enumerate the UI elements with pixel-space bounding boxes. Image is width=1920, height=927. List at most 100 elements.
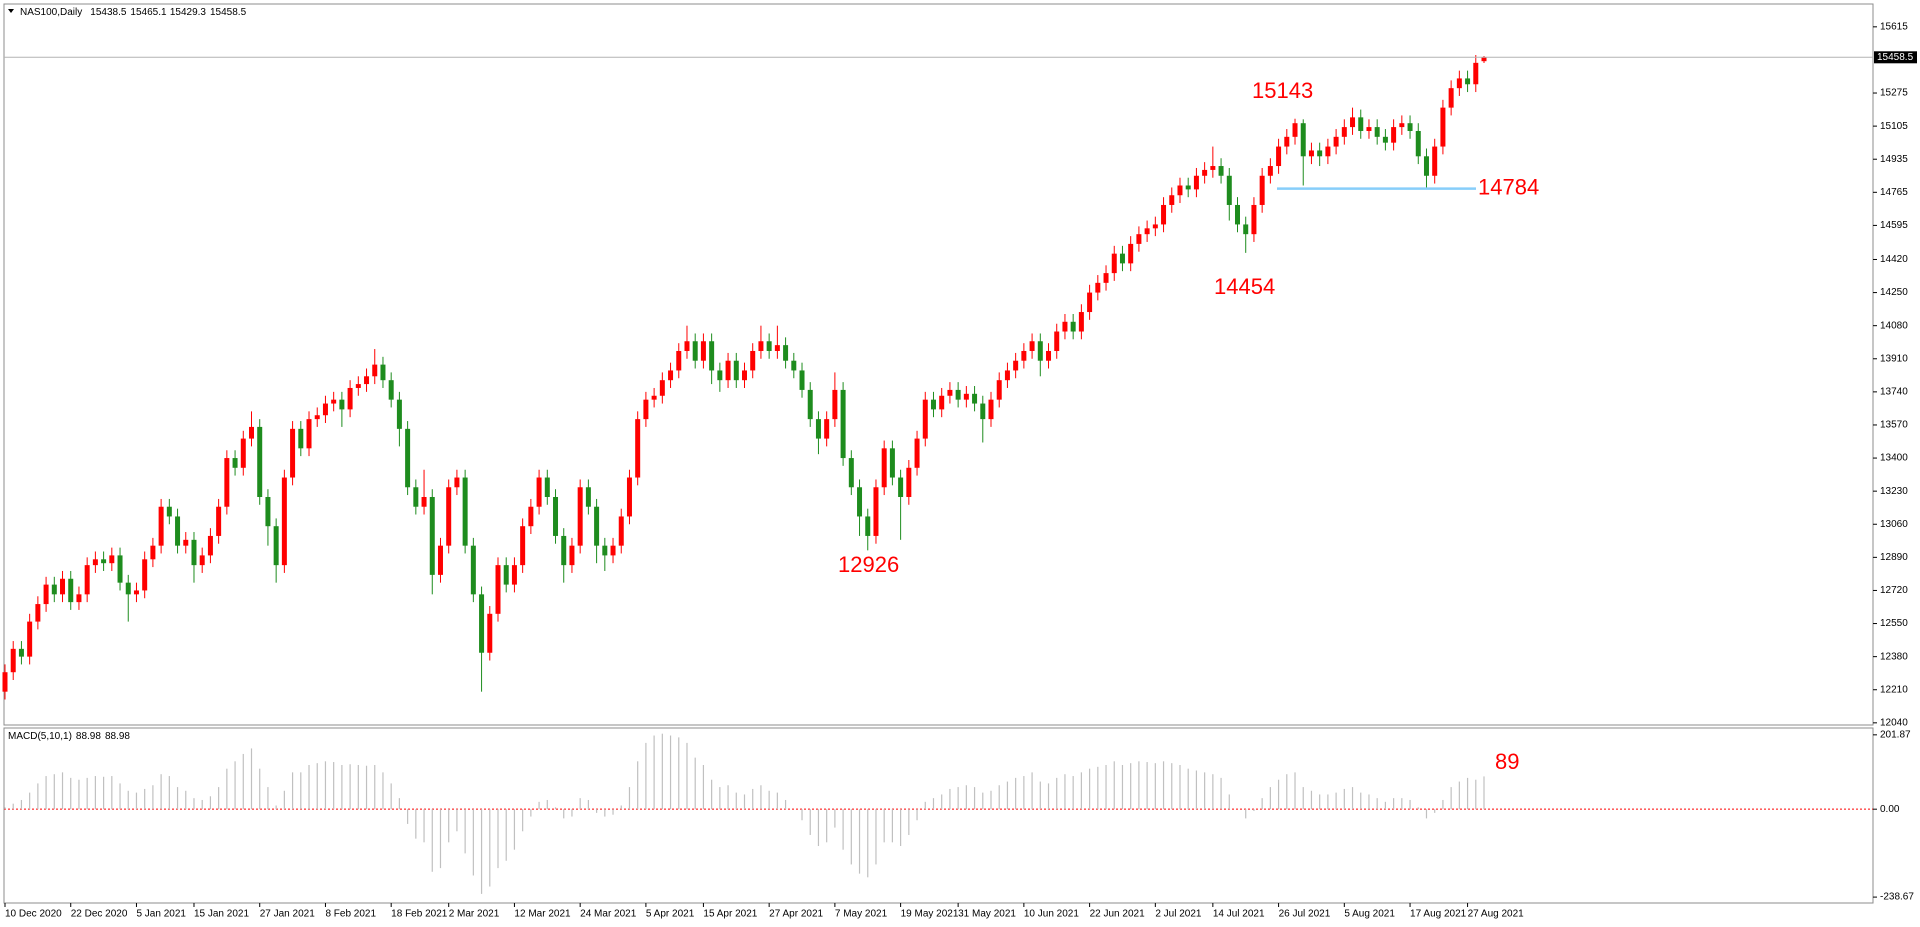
candle-body [306,419,312,449]
candle-body [602,545,608,556]
candle-body [76,594,82,603]
candle-body [429,496,435,575]
candle-body [651,395,657,400]
candle-body [331,399,337,404]
candle-body [503,565,509,585]
candle-body [1119,253,1125,264]
candle-body [1193,175,1199,190]
candle-body [700,341,706,361]
x-tick-label: 5 Aug 2021 [1344,909,1395,920]
candle-body [1341,127,1347,137]
candle-body [1366,127,1372,131]
x-tick-label: 5 Jan 2021 [136,909,186,920]
candle-body [1128,243,1134,264]
candle-body [758,341,764,351]
x-tick-label: 22 Jun 2021 [1090,909,1145,920]
candle-body [1456,78,1462,89]
annotation: 15143 [1252,78,1313,103]
candle-body [142,559,148,591]
x-tick-label: 19 May 2021 [901,909,959,920]
candle-body [865,516,871,536]
y-tick-label: 13740 [1880,387,1908,398]
candle-body [10,648,16,673]
candle-body [594,506,600,546]
price-panel [3,3,1874,726]
x-tick-label: 10 Dec 2020 [5,909,62,920]
candle-body [717,370,723,381]
candle-body [972,393,978,404]
candle-body [955,389,961,400]
y-tick-label: 13230 [1880,486,1908,497]
candle-body [101,559,107,564]
candle-body [1423,156,1429,176]
x-tick-label: 12 Mar 2021 [514,909,571,920]
macd-panel [3,727,1874,904]
candle-body [479,594,485,653]
candle-body [372,364,378,377]
y-tick-label: 12040 [1880,717,1908,728]
candle-body [405,428,411,488]
candle-body [437,545,443,575]
low-value: 15429.3 [170,7,207,18]
candle-body [1407,123,1413,131]
candle-body [265,496,271,527]
candle-body [240,438,246,468]
candle-body [1177,185,1183,196]
candle-body [881,448,887,488]
candle-body [216,506,222,536]
close-value: 15458.5 [210,7,247,18]
candle-body [257,426,263,497]
x-tick-label: 17 Aug 2021 [1410,909,1467,920]
candle-body [68,578,74,603]
candle-body [281,477,287,566]
candle-body [799,370,805,390]
candle-body [668,370,674,381]
candle-body [585,487,591,507]
candle-body [930,399,936,410]
collapse-icon[interactable] [8,9,14,13]
level-label: 14784 [1478,174,1539,199]
candle-body [380,364,386,381]
candle-body [1078,312,1084,332]
candle-body [906,467,912,497]
candle-body [898,477,904,497]
candle-body [1235,204,1240,225]
y-tick-label: 13060 [1880,519,1908,530]
candle-body [1350,117,1356,128]
candle-body [462,477,468,546]
candle-body [1013,360,1019,371]
symbol: NAS100,Daily [20,7,82,18]
x-tick-label: 2 Jul 2021 [1155,909,1202,920]
candle-body [561,535,567,566]
y-tick-label: 12210 [1880,684,1908,695]
candle-body [1136,234,1142,244]
open-value: 15438.5 [90,7,127,18]
candle-body [1267,166,1273,176]
candle-body [791,360,797,371]
y-tick-label: 14595 [1880,220,1908,231]
candle-body [692,341,698,361]
candle-body [314,415,320,420]
candle-body [347,387,353,410]
candle-body [1202,169,1208,176]
y-tick-label: 201.87 [1880,729,1911,740]
y-tick-label: 15615 [1880,21,1908,32]
candle-body [339,399,345,410]
candle-body [1103,273,1109,283]
candle-body [166,506,172,517]
x-tick-label: 27 Aug 2021 [1468,909,1525,920]
candle-body [1333,136,1339,147]
candle-body [553,496,559,536]
candle-body [51,584,57,595]
candle-body [1448,88,1454,108]
candle-body [84,565,90,595]
candle-body [996,380,1002,400]
x-tick-label: 10 Jun 2021 [1024,909,1079,920]
candle-body [92,559,98,566]
candle-body [1062,321,1068,332]
candle-body [659,380,665,396]
candle-body [939,395,945,410]
candle-body [857,487,863,517]
y-tick-label: 14080 [1880,320,1908,331]
candle-body [618,516,624,546]
